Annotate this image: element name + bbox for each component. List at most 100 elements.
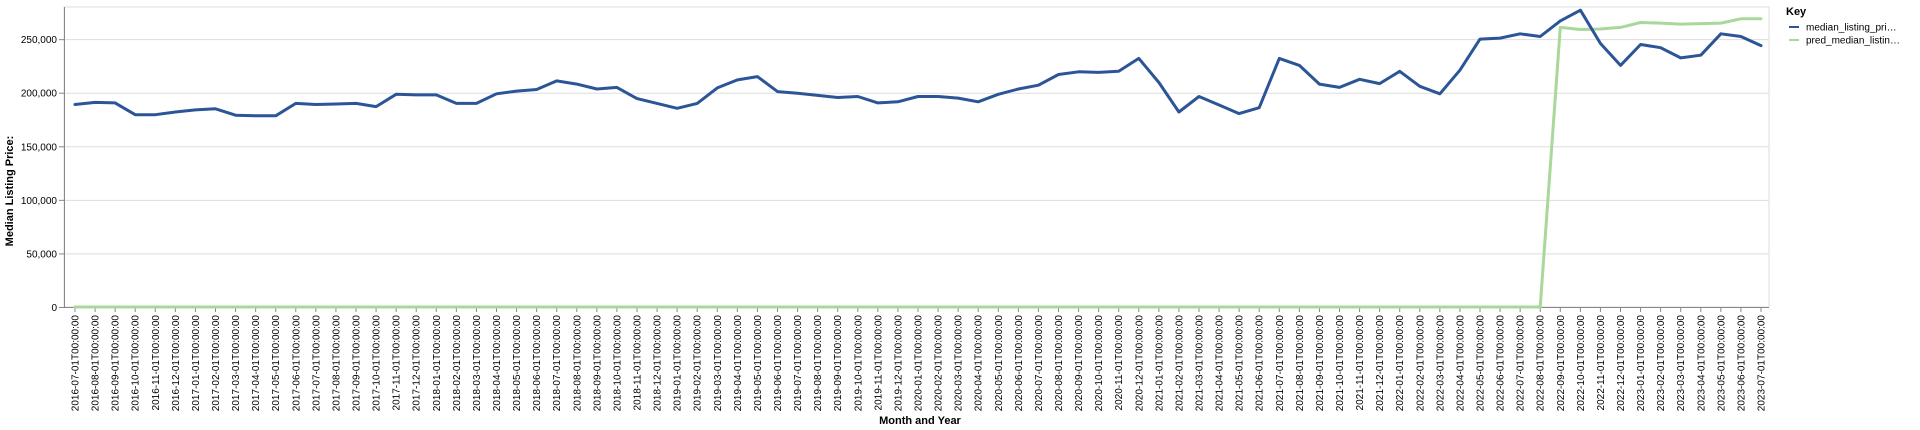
x-tick-label: 2020-02-01T00:00:00 [934, 315, 945, 412]
x-tick-label: 2019-01-01T00:00:00 [673, 315, 684, 412]
x-tick-label: 2022-12-01T00:00:00 [1616, 315, 1627, 412]
x-tick-label: 2020-11-01T00:00:00 [1114, 315, 1125, 411]
x-tick-label: 2018-06-01T00:00:00 [532, 315, 543, 412]
x-tick-label: 2020-10-01T00:00:00 [1094, 315, 1105, 412]
legend-items: median_listing_pri… pred_median_listin… [1789, 23, 1900, 47]
y-tick-label: 50,000 [26, 249, 57, 260]
x-tick-label: 2021-07-01T00:00:00 [1275, 315, 1286, 412]
x-tick-label: 2022-09-01T00:00:00 [1556, 315, 1567, 412]
x-tick-label: 2017-03-01T00:00:00 [231, 315, 242, 412]
x-tick-label: 2017-12-01T00:00:00 [412, 315, 423, 412]
x-tick-label: 2022-07-01T00:00:00 [1516, 315, 1527, 412]
x-tick-label: 2018-08-01T00:00:00 [572, 315, 583, 412]
x-tick-label: 2021-01-01T00:00:00 [1154, 315, 1165, 412]
x-tick-label: 2018-01-01T00:00:00 [432, 315, 443, 412]
x-tick-label: 2019-03-01T00:00:00 [713, 315, 724, 412]
x-tick-label: 2023-03-01T00:00:00 [1676, 315, 1687, 412]
y-axis-title: Median Listing Price: [4, 136, 16, 247]
x-tick-label: 2016-07-01T00:00:00 [71, 315, 82, 412]
axes: 0 50,000 100,000 150,000 200,000 250,000 2016-… [21, 7, 1769, 411]
series-line [73, 8, 1763, 118]
x-tick-label: 2023-01-01T00:00:00 [1636, 315, 1647, 412]
x-tick-label: 2021-06-01T00:00:00 [1255, 315, 1266, 412]
x-tick-label: 2020-12-01T00:00:00 [1134, 315, 1145, 412]
x-tick-label: 2021-02-01T00:00:00 [1174, 315, 1185, 412]
x-tick-label: 2018-12-01T00:00:00 [653, 315, 664, 412]
x-tick-label: 2022-01-01T00:00:00 [1395, 315, 1406, 412]
legend-label: median_listing_pri… [1806, 23, 1897, 34]
x-tick-label: 2022-10-01T00:00:00 [1576, 315, 1587, 412]
series-line [73, 17, 1763, 309]
x-tick-label: 2023-02-01T00:00:00 [1656, 315, 1667, 412]
x-tick-label: 2016-08-01T00:00:00 [91, 315, 102, 412]
x-tick-label: 2019-05-01T00:00:00 [753, 315, 764, 412]
x-tick-label: 2017-04-01T00:00:00 [251, 315, 262, 412]
x-tick-label: 2019-02-01T00:00:00 [693, 315, 704, 412]
x-tick-label: 2018-03-01T00:00:00 [472, 315, 483, 412]
x-tick-label: 2022-04-01T00:00:00 [1455, 315, 1466, 412]
x-tick-label: 2019-10-01T00:00:00 [853, 315, 864, 412]
x-tick-label: 2022-05-01T00:00:00 [1476, 315, 1487, 412]
y-tick-label: 100,000 [21, 196, 58, 207]
legend-title: Key [1786, 6, 1807, 18]
gridlines [63, 6, 1770, 308]
x-tick-label: 2020-09-01T00:00:00 [1074, 315, 1085, 412]
x-tick-label: 2020-04-01T00:00:00 [974, 315, 985, 412]
x-tick-label: 2023-06-01T00:00:00 [1736, 315, 1747, 412]
x-tick-label: 2017-08-01T00:00:00 [331, 315, 342, 412]
x-tick-label: 2016-09-01T00:00:00 [111, 315, 122, 412]
x-tick-label: 2021-05-01T00:00:00 [1235, 315, 1246, 412]
plot-frame [63, 6, 1770, 308]
x-tick-label: 2022-11-01T00:00:00 [1596, 315, 1607, 411]
x-tick-label: 2019-12-01T00:00:00 [893, 315, 904, 412]
x-tick-label: 2019-08-01T00:00:00 [813, 315, 824, 412]
x-tick-label: 2021-11-01T00:00:00 [1355, 315, 1366, 411]
x-tick-label: 2021-12-01T00:00:00 [1375, 315, 1386, 412]
x-tick-label: 2021-09-01T00:00:00 [1315, 315, 1326, 412]
y-tick-label: 200,000 [21, 89, 58, 100]
x-tick-label: 2020-01-01T00:00:00 [914, 315, 925, 412]
x-tick-label: 2021-08-01T00:00:00 [1295, 315, 1306, 412]
x-tick-label: 2019-11-01T00:00:00 [873, 315, 884, 411]
x-tick-label: 2017-11-01T00:00:00 [392, 315, 403, 411]
x-tick-label: 2019-07-01T00:00:00 [793, 315, 804, 412]
legend-label: pred_median_listin… [1806, 36, 1900, 47]
x-tick-label: 2019-09-01T00:00:00 [833, 315, 844, 412]
x-tick-label: 2022-03-01T00:00:00 [1435, 315, 1446, 412]
x-tick-label: 2018-10-01T00:00:00 [612, 315, 623, 412]
x-tick-label: 2022-06-01T00:00:00 [1496, 315, 1507, 412]
x-tick-label: 2017-01-01T00:00:00 [191, 315, 202, 412]
x-tick-label: 2018-09-01T00:00:00 [592, 315, 603, 412]
series-lines [73, 8, 1763, 309]
x-tick-label: 2020-08-01T00:00:00 [1054, 315, 1065, 412]
x-tick-label: 2017-02-01T00:00:00 [211, 315, 222, 412]
x-tick-label: 2017-06-01T00:00:00 [291, 315, 302, 412]
x-tick-label: 2022-08-01T00:00:00 [1536, 315, 1547, 412]
y-tick-label: 150,000 [21, 142, 58, 153]
x-tick-label: 2020-07-01T00:00:00 [1034, 315, 1045, 412]
x-tick-label: 2018-11-01T00:00:00 [633, 315, 644, 411]
x-tick-label: 2019-04-01T00:00:00 [733, 315, 744, 412]
x-tick-label: 2016-10-01T00:00:00 [131, 315, 142, 412]
x-tick-label: 2023-04-01T00:00:00 [1696, 315, 1707, 412]
y-tick-label: 250,000 [21, 35, 58, 46]
x-axis-title: Month and Year [879, 415, 961, 427]
x-tick-label: 2021-10-01T00:00:00 [1335, 315, 1346, 412]
x-tick-label: 2016-11-01T00:00:00 [151, 315, 162, 411]
x-tick-label: 2020-06-01T00:00:00 [1014, 315, 1025, 412]
x-tick-label: 2017-10-01T00:00:00 [372, 315, 383, 412]
y-tick-label: 0 [51, 303, 57, 314]
x-tick-label: 2018-02-01T00:00:00 [452, 315, 463, 412]
x-tick-label: 2018-07-01T00:00:00 [552, 315, 563, 412]
x-tick-label: 2020-05-01T00:00:00 [994, 315, 1005, 412]
x-tick-label: 2018-04-01T00:00:00 [492, 315, 503, 412]
x-tick-label: 2023-07-01T00:00:00 [1757, 315, 1768, 412]
x-tick-label: 2019-06-01T00:00:00 [773, 315, 784, 412]
x-tick-label: 2017-09-01T00:00:00 [352, 315, 363, 412]
x-tick-label: 2023-05-01T00:00:00 [1716, 315, 1727, 412]
x-tick-label: 2017-05-01T00:00:00 [271, 315, 282, 412]
x-tick-label: 2022-02-01T00:00:00 [1415, 315, 1426, 412]
x-tick-label: 2020-03-01T00:00:00 [954, 315, 965, 412]
